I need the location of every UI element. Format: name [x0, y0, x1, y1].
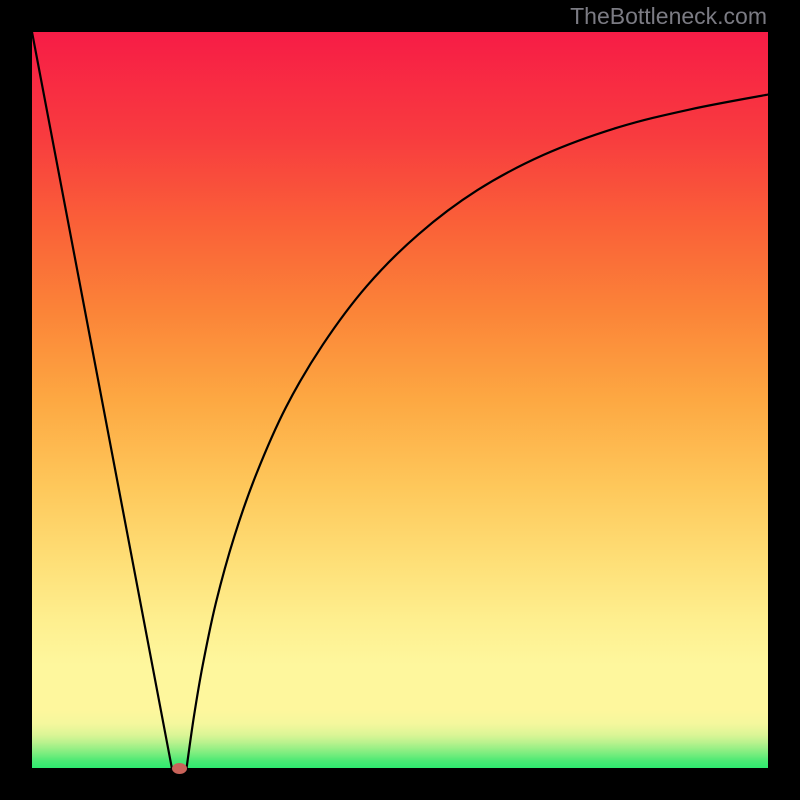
bottleneck-curve: [32, 32, 768, 768]
plot-area: [32, 32, 768, 768]
chart-frame: TheBottleneck.com: [0, 0, 800, 800]
optimal-point-marker: [172, 763, 187, 774]
watermark-text: TheBottleneck.com: [570, 3, 767, 30]
